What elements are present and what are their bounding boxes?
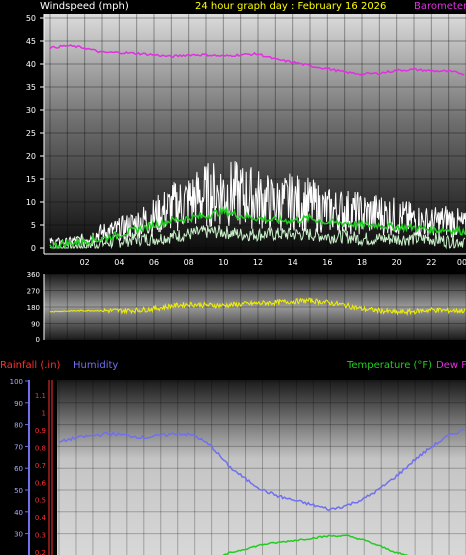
rainfall-tick-label: 0.5	[35, 497, 46, 505]
rainfall-tick-label: 0.3	[35, 532, 46, 540]
rainfall-tick-label: 0.4	[35, 514, 47, 522]
wind-y-tick-label: 45	[26, 37, 36, 46]
barometer-header: Barometer	[414, 1, 466, 12]
wind-x-tick-label: 10	[218, 258, 228, 267]
rainfall-tick-label: 0.7	[35, 462, 46, 470]
wind-y-tick-label: 50	[26, 14, 36, 23]
wind-gust-series	[49, 161, 466, 247]
wind-x-tick-label: 08	[184, 258, 194, 267]
humidity-tick-label: 40	[14, 509, 23, 517]
wind-y-tick-label: 5	[31, 221, 36, 230]
wind-x-tick-label: 02	[80, 258, 90, 267]
rainfall-tick-label: 0.9	[35, 427, 46, 435]
wind-x-tick-label: 06	[149, 258, 159, 267]
direction-y-tick-label: 90	[31, 321, 40, 329]
humidity-tick-label: 50	[14, 487, 23, 495]
wind-x-tick-label: 22	[426, 258, 436, 267]
wind-x-tick-label: 18	[357, 258, 367, 267]
humidity-tick-label: 100	[10, 378, 23, 386]
climate-plot-background	[57, 380, 466, 555]
wind-y-tick-label: 40	[26, 60, 36, 69]
wind-x-tick-label: 20	[392, 258, 402, 267]
rainfall-tick-label: 1.1	[35, 392, 46, 400]
temperature-series	[222, 534, 408, 555]
wind-low-series	[49, 225, 466, 250]
temperature-header: Temperature (°F)	[346, 360, 432, 371]
humidity-tick-label: 70	[14, 443, 23, 451]
direction-y-tick-label: 0	[36, 336, 40, 344]
wind-y-tick-label: 15	[26, 175, 36, 184]
wind-x-tick-label: 12	[253, 258, 263, 267]
direction-y-tick-label: 360	[27, 271, 40, 279]
humidity-tick-label: 80	[14, 422, 23, 430]
wind-average-series	[49, 205, 466, 250]
wind-plot-series	[49, 44, 466, 250]
wind-y-tick-label: 35	[26, 83, 36, 92]
humidity-header: Humidity	[73, 360, 118, 371]
rainfall-tick-label: 0.2	[35, 549, 46, 555]
windspeed-header: Windspeed (mph)	[40, 1, 129, 12]
direction-plot-series	[49, 297, 466, 317]
direction-y-tick-label: 180	[27, 304, 40, 312]
rainfall-tick-label: 1	[42, 409, 46, 417]
rainfall-tick-label: 0.6	[35, 479, 47, 487]
wind-x-tick-label: 00	[457, 258, 466, 267]
climate-plot-series	[59, 428, 465, 555]
direction-series	[49, 297, 466, 317]
direction-y-tick-label: 270	[27, 288, 40, 296]
wind-y-tick-label: 25	[26, 129, 36, 138]
direction-plot-background	[44, 274, 466, 340]
climate-plot-axis: 30 40 50 60 70 80 90 100 0.2 0.3 0.4 0.5 0.6 0.7 0.8 0.…	[10, 378, 53, 555]
wind-y-tick-label: 30	[26, 106, 36, 115]
wind-x-tick-label: 04	[114, 258, 124, 267]
humidity-tick-label: 90	[14, 400, 23, 408]
wind-y-tick-label: 20	[26, 152, 36, 161]
direction-plot-grid	[44, 273, 466, 341]
rainfall-header: Rainfall (.in)	[0, 360, 61, 371]
wind-x-tick-label: 14	[288, 258, 298, 267]
humidity-series	[59, 428, 465, 512]
rainfall-tick-label: 0.8	[35, 444, 46, 452]
wind-x-tick-label: 16	[322, 258, 332, 267]
wind-plot-axis: 0 5 10 15 20 25 30 35 40 45 50 02 04 06 08 10 12 14 16 18 20…	[26, 14, 466, 267]
direction-plot-axis: 0 90 180 270 360	[27, 271, 45, 344]
graph-title: 24 hour graph day : February 16 2026	[195, 1, 386, 12]
dew-header: Dew F	[436, 360, 466, 371]
barometer-series	[49, 44, 465, 76]
humidity-tick-label: 30	[14, 531, 23, 539]
wind-y-tick-label: 10	[26, 198, 36, 207]
humidity-tick-label: 60	[14, 465, 23, 473]
wind-y-tick-label: 0	[31, 244, 36, 253]
